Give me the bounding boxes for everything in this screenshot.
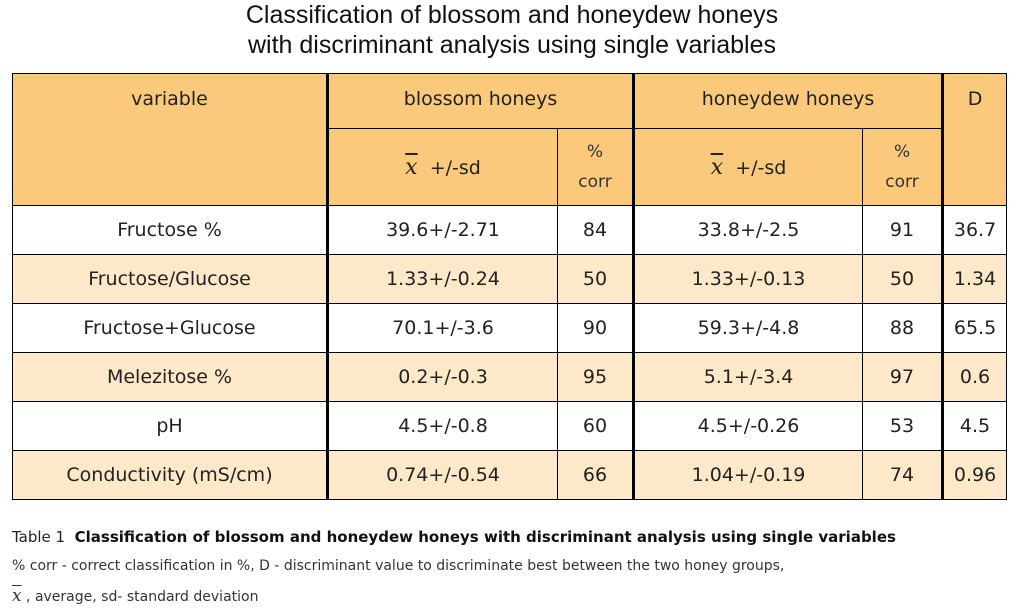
title-line: Classification of blossom and honeydew h…	[245, 1, 779, 29]
mean-symbol: x	[405, 154, 418, 180]
row-label: Fructose+Glucose	[12, 303, 329, 353]
corr-label: %	[893, 142, 911, 162]
header-cell: x +/-sd	[327, 128, 558, 206]
header-cell: variable	[12, 73, 329, 206]
row-label: Melezitose %	[12, 352, 329, 402]
table-cell: 50	[862, 254, 945, 304]
table-body: Fructose % 39.6+/-2.71 84 33.8+/-2.5 91 36.7 F…	[12, 205, 1008, 500]
header-cell: honeydew honeys	[633, 73, 945, 129]
corr-label: %	[586, 142, 604, 162]
title-line: with discriminant analysis using single …	[247, 31, 776, 59]
table-cell: 70.1+/-3.6	[327, 303, 558, 353]
table: variable blossom honeys honeydew honeys …	[12, 73, 1008, 500]
table-row: pH 4.5+/-0.8 60 4.5+/-0.26 53 4.5	[12, 401, 1008, 451]
table-cell: 0.6	[942, 352, 1008, 402]
table-cell: 60	[556, 401, 636, 451]
table-cell: 1.33+/-0.13	[633, 254, 864, 304]
header-cell: % corr	[556, 128, 636, 206]
note: x , average, sd- standard deviation	[12, 586, 258, 606]
mean-symbol: x	[710, 154, 724, 180]
mean-label: +/-sd	[735, 156, 787, 179]
table-cell: 4.5+/-0.26	[633, 401, 864, 451]
table-cell: 36.7	[942, 205, 1008, 255]
table-cell: 88	[862, 303, 945, 353]
table-cell: 4.5	[942, 401, 1008, 451]
table-cell: 33.8+/-2.5	[633, 205, 864, 255]
table-cell: 97	[862, 352, 945, 402]
table-cell: 0.74+/-0.54	[327, 450, 558, 500]
corr-label: corr	[578, 172, 612, 192]
row-label: Fructose/Glucose	[12, 254, 329, 304]
mean-label: +/-sd	[429, 156, 481, 179]
table-row: Fructose+Glucose 70.1+/-3.6 90 59.3+/-4.8 88…	[12, 303, 1008, 353]
table-cell: 66	[556, 450, 636, 500]
table-cell: 50	[556, 254, 636, 304]
table-cell: 90	[556, 303, 636, 353]
header-cell: % corr	[862, 128, 945, 206]
header-cell: blossom honeys	[326, 73, 636, 129]
table-cell: 1.04+/-0.19	[633, 450, 864, 500]
mean-symbol: x	[12, 586, 22, 606]
table-cell: 4.5+/-0.8	[327, 401, 558, 451]
header-cell: x +/-sd	[633, 128, 864, 206]
row-label: Conductivity (mS/cm)	[12, 450, 329, 500]
table-row: Fructose % 39.6+/-2.71 84 33.8+/-2.5 91 36.7	[12, 205, 1008, 255]
note: % corr - correct classification in %, D …	[12, 558, 785, 574]
table-cell: 59.3+/-4.8	[633, 303, 864, 353]
table-cell: 0.2+/-0.3	[327, 352, 558, 402]
table-cell: 91	[862, 205, 945, 255]
table-cell: 1.34	[942, 254, 1008, 304]
table-row: Fructose/Glucose 1.33+/-0.24 50 1.33+/-0.13…	[12, 254, 1008, 304]
table-cell: 1.33+/-0.24	[327, 254, 558, 304]
caption-label: Table 1	[12, 528, 66, 546]
table-row: Melezitose % 0.2+/-0.3 95 5.1+/-3.4 97 0.6	[12, 352, 1008, 402]
title: Classification of blossom and honeydew h…	[0, 0, 1024, 60]
table-cell: 0.96	[942, 450, 1008, 500]
note-text: , average, sd- standard deviation	[26, 589, 259, 605]
row-label: pH	[12, 401, 329, 451]
table-cell: 84	[556, 205, 636, 255]
table-cell: 39.6+/-2.71	[327, 205, 558, 255]
caption-title: Classification of blossom and honeydew h…	[74, 528, 896, 546]
table-cell: 95	[556, 352, 636, 402]
row-label: Fructose %	[12, 205, 329, 255]
table-cell: 5.1+/-3.4	[633, 352, 864, 402]
table-cell: 65.5	[942, 303, 1008, 353]
caption: Table 1 Classification of blossom and ho…	[12, 528, 896, 546]
header-cell: D	[942, 73, 1008, 206]
table-cell: 74	[862, 450, 945, 500]
table-row: Conductivity (mS/cm) 0.74+/-0.54 66 1.04+/-…	[12, 450, 1008, 500]
table-cell: 53	[862, 401, 945, 451]
corr-label: corr	[885, 172, 919, 192]
